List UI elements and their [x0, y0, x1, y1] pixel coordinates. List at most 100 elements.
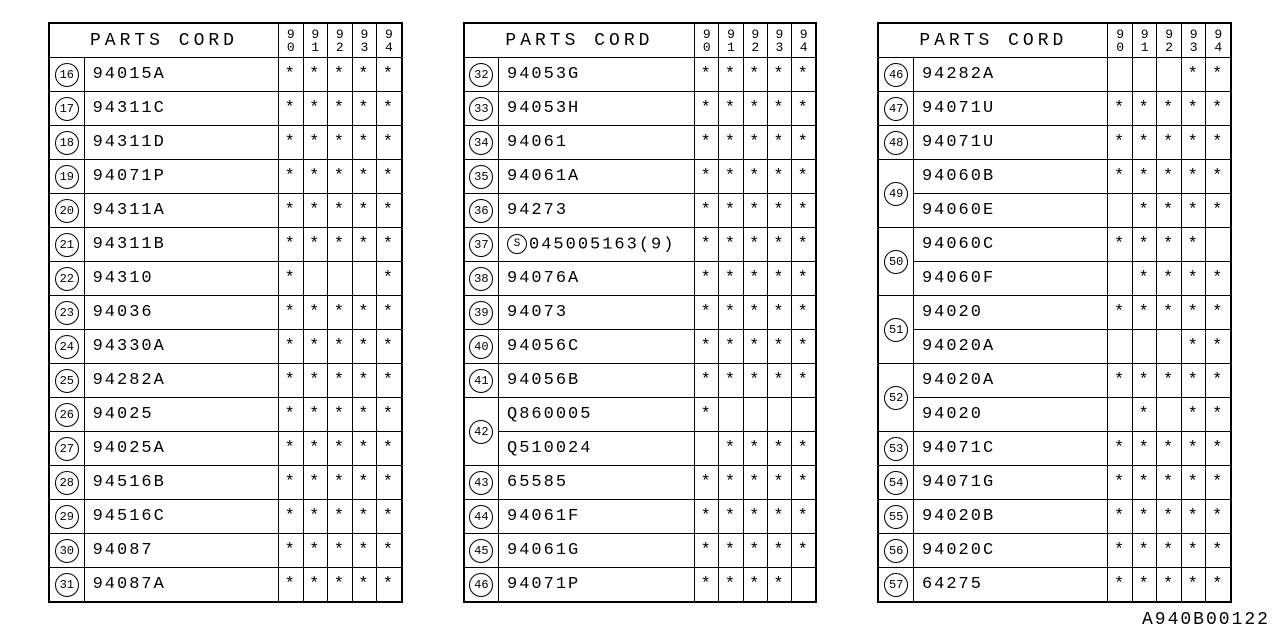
index-circle-icon: 39 — [469, 301, 493, 325]
year-mark-cell: * — [719, 534, 743, 568]
year-mark-cell: * — [278, 534, 303, 568]
part-code-cell: 94061 — [499, 126, 695, 160]
part-code: 94330A — [93, 337, 166, 356]
year-mark-cell: * — [1132, 126, 1157, 160]
table-row: 2094311A***** — [49, 194, 402, 228]
year-mark-cell: * — [767, 568, 791, 603]
part-code-cell: 94020 — [913, 296, 1107, 330]
year-top-digit: 9 — [377, 28, 401, 41]
table-row: 3394053H***** — [464, 92, 817, 126]
row-index-cell: 18 — [49, 126, 84, 160]
year-bottom-digit: 4 — [792, 41, 815, 54]
part-code: 94056C — [507, 337, 580, 356]
table-row: 3994073***** — [464, 296, 817, 330]
table-row: 2494330A***** — [49, 330, 402, 364]
row-index-cell: 50 — [878, 228, 913, 296]
table-row: 2294310** — [49, 262, 402, 296]
table-row: 3094087***** — [49, 534, 402, 568]
part-code: 94282A — [922, 65, 995, 84]
year-mark-cell: * — [1132, 466, 1157, 500]
part-code-cell: 94061F — [499, 500, 695, 534]
year-mark-cell: * — [328, 568, 353, 603]
table-row: 1894311D***** — [49, 126, 402, 160]
header-year: 91 — [719, 23, 743, 58]
year-mark-cell: * — [767, 364, 791, 398]
year-mark-cell: * — [377, 160, 402, 194]
year-mark-cell: * — [719, 58, 743, 92]
index-circle-icon: 28 — [55, 471, 79, 495]
year-mark-cell: * — [1206, 466, 1231, 500]
table-row: 4494061F***** — [464, 500, 817, 534]
year-mark-cell: * — [1157, 534, 1182, 568]
year-mark-cell: * — [767, 58, 791, 92]
table-row: 2394036***** — [49, 296, 402, 330]
row-index-cell: 29 — [49, 500, 84, 534]
part-code-cell: 94071G — [913, 466, 1107, 500]
year-mark-cell: * — [303, 160, 328, 194]
row-index-cell: 31 — [49, 568, 84, 603]
year-mark-cell: * — [1108, 92, 1133, 126]
part-code-cell: 94516C — [84, 500, 278, 534]
year-mark-cell: * — [1206, 364, 1231, 398]
year-top-digit: 9 — [695, 28, 718, 41]
part-code-cell: 94025 — [84, 398, 278, 432]
row-index-cell: 34 — [464, 126, 499, 160]
year-mark-cell: * — [1181, 262, 1206, 296]
year-mark-cell: * — [377, 568, 402, 603]
year-mark-cell: * — [719, 296, 743, 330]
parts-table: PARTS CORD90919293943294053G*****3394053… — [463, 22, 818, 603]
year-mark-cell: * — [1157, 228, 1182, 262]
year-mark-cell: * — [377, 296, 402, 330]
header-year: 90 — [1108, 23, 1133, 58]
year-mark-cell: * — [1181, 194, 1206, 228]
year-mark-cell: * — [377, 466, 402, 500]
table-row: 4894071U***** — [878, 126, 1231, 160]
year-top-digit: 9 — [792, 28, 815, 41]
year-mark-cell: * — [1108, 228, 1133, 262]
row-index-cell: 35 — [464, 160, 499, 194]
year-bottom-digit: 3 — [1182, 41, 1206, 54]
year-mark-cell: * — [303, 466, 328, 500]
year-mark-cell: * — [1181, 92, 1206, 126]
part-code-cell: 94020 — [913, 398, 1107, 432]
index-circle-icon: 37 — [469, 233, 493, 257]
table-row: 3594061A***** — [464, 160, 817, 194]
year-mark-cell: * — [767, 432, 791, 466]
part-code: 94516B — [93, 473, 166, 492]
year-mark-cell: * — [1157, 466, 1182, 500]
year-mark-cell: * — [352, 126, 377, 160]
table-row: 5194020***** — [878, 296, 1231, 330]
year-mark-cell: * — [1157, 568, 1182, 603]
year-mark-cell: * — [278, 262, 303, 296]
part-code: 94087 — [93, 541, 154, 560]
year-top-digit: 9 — [279, 28, 303, 41]
year-mark-cell: * — [743, 296, 767, 330]
part-code: 94311A — [93, 201, 166, 220]
year-mark-cell: * — [328, 500, 353, 534]
year-mark-cell: * — [767, 466, 791, 500]
year-mark-cell: * — [1132, 160, 1157, 194]
year-mark-cell: * — [352, 432, 377, 466]
part-code-cell: 94273 — [499, 194, 695, 228]
year-mark-cell — [1108, 262, 1133, 296]
row-index-cell: 23 — [49, 296, 84, 330]
year-mark-cell — [743, 398, 767, 432]
part-code: 94060B — [922, 167, 995, 186]
year-mark-cell: * — [377, 432, 402, 466]
year-mark-cell: * — [303, 126, 328, 160]
year-mark-cell: * — [352, 568, 377, 603]
year-mark-cell: * — [1181, 364, 1206, 398]
year-mark-cell: * — [743, 568, 767, 603]
year-mark-cell: * — [719, 194, 743, 228]
year-mark-cell: * — [767, 262, 791, 296]
part-code-cell: 94060E — [913, 194, 1107, 228]
part-code-cell: 94071C — [913, 432, 1107, 466]
part-code-cell: 94073 — [499, 296, 695, 330]
index-circle-icon: 38 — [469, 267, 493, 291]
year-mark-cell: * — [377, 398, 402, 432]
year-mark-cell: * — [278, 500, 303, 534]
year-mark-cell: * — [1108, 432, 1133, 466]
header-year: 92 — [743, 23, 767, 58]
year-mark-cell: * — [719, 160, 743, 194]
year-mark-cell: * — [719, 330, 743, 364]
